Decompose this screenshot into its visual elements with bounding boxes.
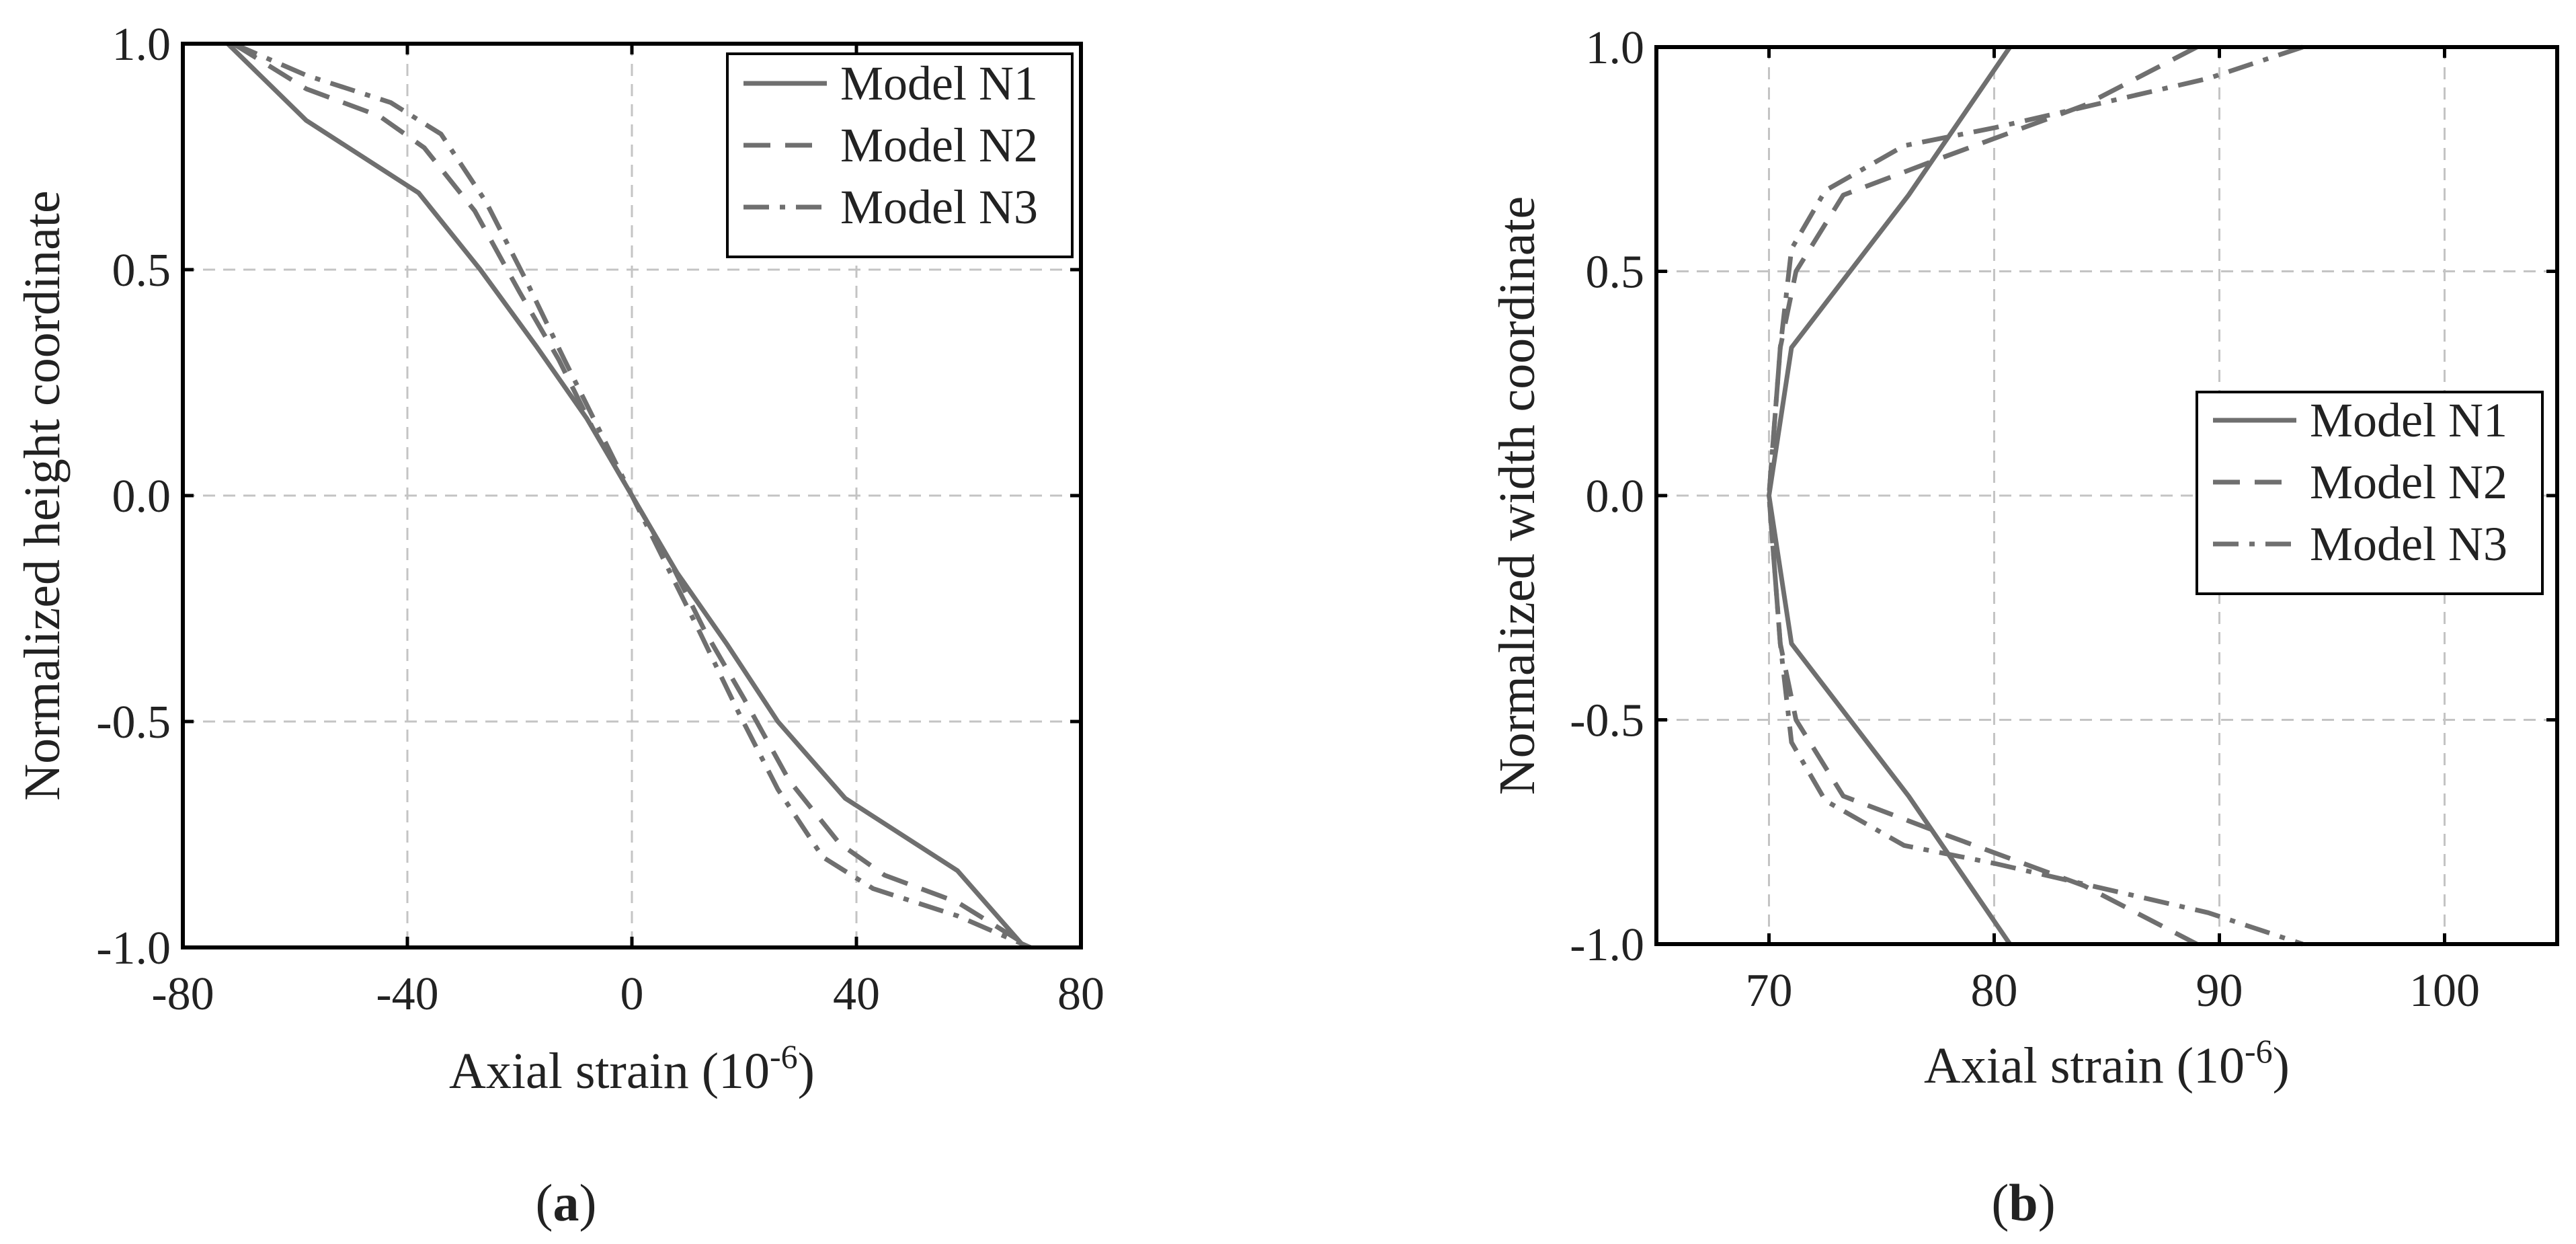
- panel-a-y-tick-label: 0.0: [112, 471, 171, 522]
- panel-b-legend-label: Model N3: [2310, 517, 2507, 571]
- panel-b-legend-label: Model N1: [2310, 393, 2507, 447]
- panel-b-legend-label: Model N2: [2310, 455, 2507, 509]
- panel-b-tick-labels: 70 80 90 100 1.0 0.5 0.0 -0.5 -1.0: [1570, 22, 2480, 1017]
- panel-b-series-model-n1: [1767, 46, 2012, 945]
- panel-a-legend-frame: [726, 52, 1074, 258]
- panel-a-chart: -80 -40 0 40 801.00.50.0-0.5-1.0 Model N1Mod…: [14, 19, 1104, 1232]
- panel-b-legend: Model N1 Model N2 Model N3: [2196, 391, 2544, 595]
- panel-b-caption: (b): [1991, 1173, 2055, 1232]
- panel-a-caption-letter: a: [553, 1173, 579, 1232]
- panel-b-series: [1767, 44, 2304, 947]
- panel-a-y-tick-label: 1.0: [112, 19, 171, 71]
- panel-a-x-tick-label: -80: [151, 968, 214, 1020]
- panel-b-caption-letter: b: [2009, 1173, 2038, 1232]
- panel-b-y-tick-label: 0.0: [1586, 471, 1645, 522]
- panel-a-x-axis-title-exponent: -6: [770, 1038, 798, 1075]
- panel-a-caption: (a): [536, 1173, 597, 1232]
- panel-a-x-axis-title-main: Axial strain (10: [449, 1043, 770, 1099]
- panel-a-ticks: [181, 42, 1083, 949]
- panel-a-x-tick-label: 0: [620, 968, 644, 1020]
- panel-a-legend-label: Model N1: [840, 56, 1038, 110]
- panel-a-x-tick-label: 80: [1057, 968, 1104, 1020]
- panel-a-legend-label: Model N2: [840, 118, 1038, 172]
- panel-a-x-tick-label: -40: [376, 968, 438, 1020]
- panel-b-x-axis-title: Axial strain (10-6): [1924, 1032, 2290, 1094]
- panel-b-x-tick-label: 80: [1971, 965, 2018, 1017]
- panel-b-series-model-n3: [1767, 44, 2304, 947]
- panel-a-x-axis-title-close: ): [798, 1043, 815, 1099]
- panel-a-series: [226, 41, 1032, 950]
- panel-a-series-model-n2: [232, 42, 1032, 949]
- panel-b-x-axis-title-exponent: -6: [2245, 1032, 2273, 1070]
- panel-a-tick-labels: -80 -40 0 40 80 1.0 0.5 0.0 -0.5 -1.0: [96, 19, 1104, 1020]
- panel-b-y-tick-label: 1.0: [1586, 22, 1645, 74]
- panel-a-y-tick-label: 0.5: [112, 245, 171, 297]
- panel-b-x-axis-title-close: ): [2273, 1038, 2290, 1094]
- panel-b-y-tick-label: 0.5: [1586, 247, 1645, 299]
- panel-b-x-tick-label: 100: [2409, 965, 2480, 1017]
- panel-a-x-tick-label: 40: [833, 968, 880, 1020]
- panel-b-x-tick-label: 90: [2196, 965, 2243, 1017]
- panel-b-y-axis-title: Normalized width coordinate: [1489, 196, 1545, 795]
- panel-a-legend-label: Model N3: [840, 180, 1038, 234]
- panel-b-x-tick-label: 70: [1746, 965, 1793, 1017]
- panel-b-y-tick-label: -1.0: [1570, 919, 1644, 971]
- panel-a-legend: Model N1 Model N2 Model N3: [726, 52, 1074, 258]
- panel-b-y-tick-label: -0.5: [1570, 695, 1644, 747]
- panel-a-series-model-n3: [232, 41, 1032, 950]
- panel-b-ticks: [1656, 45, 2557, 946]
- panel-a-y-tick-label: -1.0: [96, 923, 171, 974]
- panel-b-legend-frame: [2196, 391, 2544, 595]
- panel-a-x-axis-title: Axial strain (10-6): [449, 1038, 815, 1099]
- panel-a-y-axis-title: Normalized height coordinate: [14, 190, 71, 800]
- panel-b-x-axis-title-main: Axial strain (10: [1924, 1038, 2245, 1094]
- panel-a-y-tick-label: -0.5: [96, 697, 171, 748]
